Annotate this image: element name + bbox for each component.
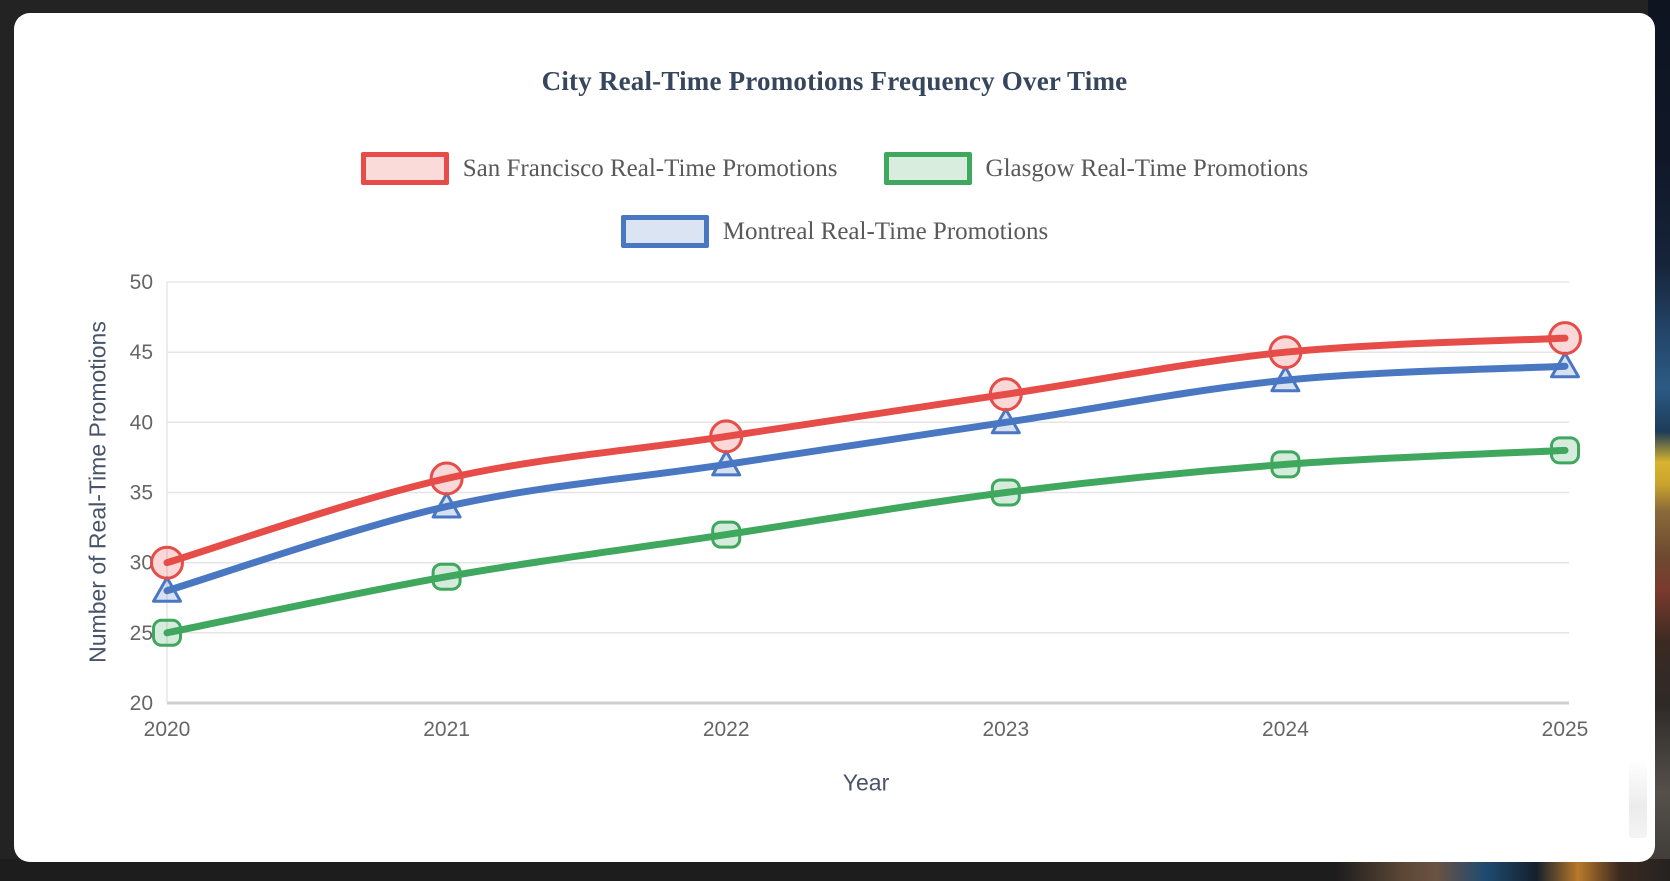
scrollbar-ghost (1629, 760, 1647, 838)
marker-san-2020 (150, 545, 184, 580)
marker-glasgow-2022 (711, 520, 742, 549)
legend-label: Montreal Real-Time Promotions (722, 217, 1049, 245)
x-tick-label-2020: 2020 (144, 718, 191, 741)
marker-glasgow-2021 (431, 562, 462, 591)
marker-montreal-2024 (1270, 365, 1301, 393)
x-tick-label-2021: 2021 (423, 718, 470, 741)
marker-glasgow-2023 (990, 478, 1021, 507)
y-tick-label: 25 (130, 622, 153, 645)
marker-glasgow-2024 (1270, 450, 1301, 479)
marker-glasgow-2020 (152, 618, 182, 647)
marker-san-2021 (429, 461, 464, 496)
x-tick-label-2022: 2022 (703, 718, 750, 741)
x-tick-label-2024: 2024 (1262, 718, 1309, 741)
marker-montreal-2021 (431, 492, 462, 519)
x-tick-label-2023: 2023 (982, 718, 1029, 741)
legend-label: San Francisco Real-Time Promotions (462, 154, 838, 182)
x-axis-title: Year (842, 769, 890, 796)
marker-san-2022 (709, 419, 744, 454)
legend-item-montreal[interactable]: Montreal Real-Time Promotions (620, 215, 1049, 248)
background-photo-bottom-edge (0, 859, 1670, 881)
series-line-glasgow (163, 446, 1569, 637)
y-tick-label: 35 (130, 482, 153, 505)
x-tick-label-2025: 2025 (1542, 718, 1589, 741)
marker-montreal-2025 (1550, 351, 1580, 379)
legend-swatch-montreal (620, 215, 709, 248)
legend-item-san[interactable]: San Francisco Real-Time Promotions (360, 152, 838, 185)
y-tick-label: 30 (130, 552, 153, 575)
series-line-montreal (163, 362, 1569, 595)
y-tick-label: 20 (130, 692, 153, 715)
legend-swatch-glasgow (883, 152, 972, 185)
y-tick-label: 45 (130, 341, 153, 364)
marker-san-2025 (1548, 321, 1582, 356)
y-tick-label: 50 (130, 271, 153, 294)
legend-label: Glasgow Real-Time Promotions (985, 154, 1309, 182)
chart-legend: San Francisco Real-Time Promotions Glasgo… (285, 152, 1385, 248)
marker-san-2024 (1268, 335, 1303, 370)
y-axis-title: Number of Real-Time Promotions (84, 321, 111, 663)
chart-card: City Real-Time Promotions Frequency Over… (14, 13, 1655, 862)
legend-swatch-san (360, 152, 449, 185)
y-tick-label: 40 (130, 411, 153, 434)
marker-montreal-2023 (990, 407, 1021, 435)
marker-montreal-2022 (711, 449, 742, 477)
legend-item-glasgow[interactable]: Glasgow Real-Time Promotions (883, 152, 1309, 185)
marker-montreal-2020 (152, 576, 182, 603)
chart-title: City Real-Time Promotions Frequency Over… (541, 66, 1128, 96)
series-line-san (163, 334, 1569, 567)
marker-glasgow-2025 (1550, 436, 1580, 465)
marker-san-2023 (988, 377, 1023, 412)
